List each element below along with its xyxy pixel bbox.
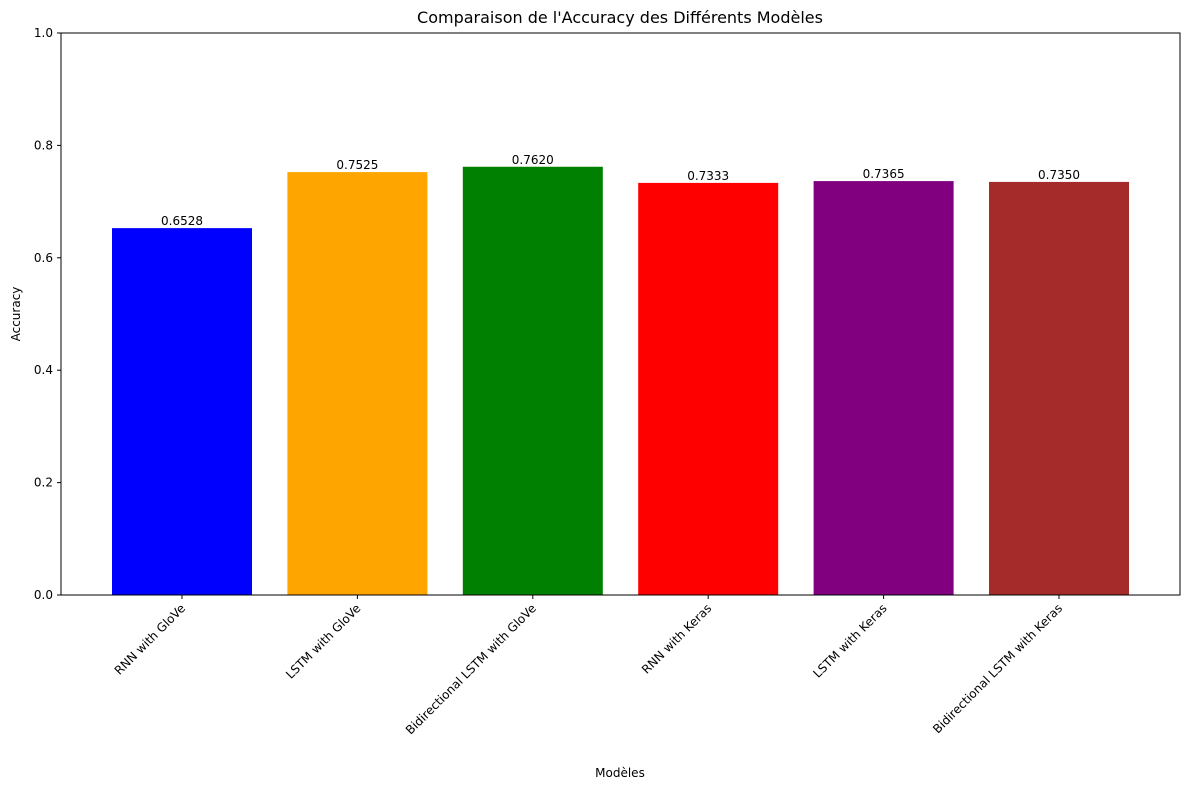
y-axis-label: Accuracy <box>9 287 23 342</box>
bar <box>287 172 428 595</box>
bar <box>989 181 1129 595</box>
y-tick-label: 1.0 <box>34 26 53 40</box>
x-axis: RNN with GloVe LSTM with GloVe Bidirection… <box>112 595 1065 737</box>
bar-value-label: 0.7350 <box>1038 168 1080 182</box>
bars-group <box>112 166 1129 596</box>
bar <box>638 182 779 595</box>
y-axis: 0.0 0.2 0.4 0.6 0.8 1.0 <box>34 26 61 602</box>
bar-value-label: 0.7365 <box>863 167 905 181</box>
bar-value-label: 0.7333 <box>687 169 729 183</box>
x-tick-label: Bidirectional LSTM with Keras <box>930 601 1065 736</box>
x-tick-label: Bidirectional LSTM with GloVe <box>403 601 539 737</box>
bar-value-label: 0.7525 <box>336 158 378 172</box>
y-tick-label: 0.8 <box>34 138 53 152</box>
x-axis-label: Modèles <box>595 766 645 780</box>
y-tick-label: 0.6 <box>34 251 53 265</box>
y-tick-label: 0.0 <box>34 588 53 602</box>
bar-value-label: 0.7620 <box>512 153 554 167</box>
y-tick-label: 0.2 <box>34 476 53 490</box>
bar <box>112 228 252 595</box>
plot-frame <box>60 32 1181 596</box>
x-tick-label: LSTM with GloVe <box>283 601 363 681</box>
y-tick-label: 0.4 <box>34 363 53 377</box>
bar-value-label: 0.6528 <box>161 214 203 228</box>
x-tick-label: LSTM with Keras <box>810 601 889 680</box>
chart-title: Comparaison de l'Accuracy des Différents… <box>417 8 823 27</box>
bar <box>813 181 954 595</box>
x-tick-label: RNN with GloVe <box>112 601 188 677</box>
value-labels-group: 0.6528 0.7525 0.7620 0.7333 0.7365 0.7350 <box>161 153 1080 228</box>
x-tick-label: RNN with Keras <box>639 601 714 676</box>
bar <box>462 166 603 596</box>
